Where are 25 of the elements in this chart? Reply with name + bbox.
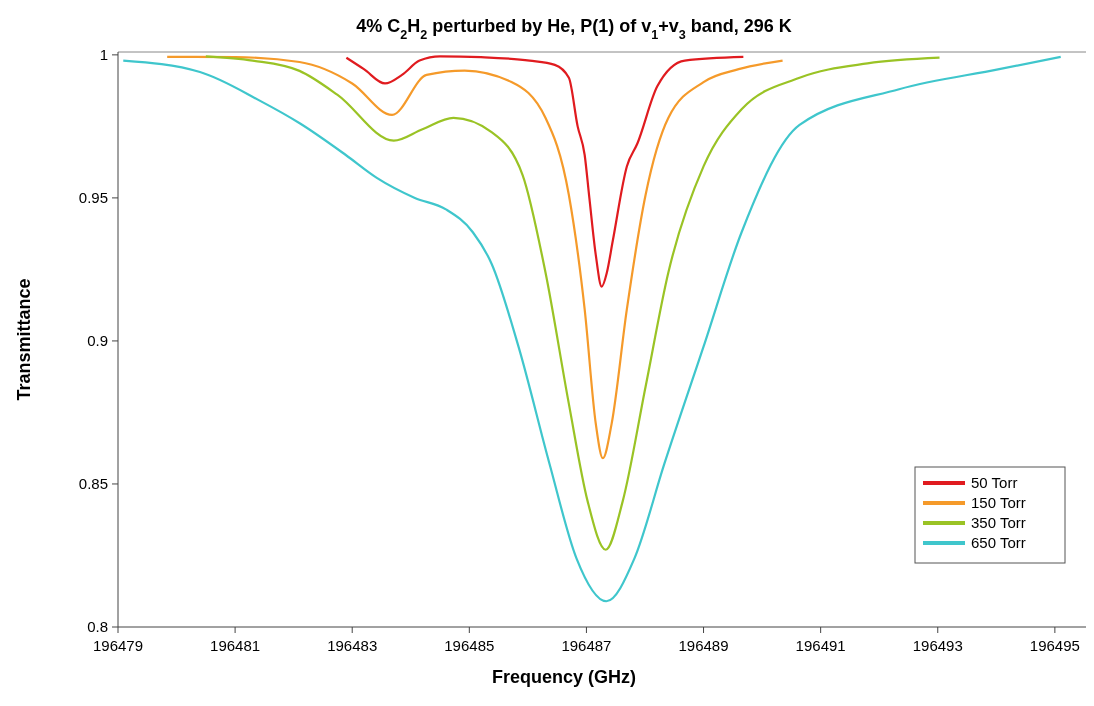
legend-label: 50 Torr: [971, 474, 1018, 492]
y-tick-label: 0.9: [87, 332, 108, 350]
x-tick-label: 196479: [92, 637, 144, 654]
x-tick-label: 196481: [210, 637, 261, 654]
x-tick-label: 196487: [561, 637, 612, 654]
line-series: [166, 55, 784, 460]
y-tick-label: 0.8: [87, 618, 108, 636]
x-axis-title: Frequency (GHz): [491, 667, 637, 687]
line-series: [345, 55, 745, 288]
legend-label: 150 Torr: [971, 494, 1026, 512]
line-series: [122, 55, 1062, 603]
legend-label: 350 Torr: [971, 514, 1026, 532]
x-tick-label: 196489: [678, 637, 729, 654]
y-tick-label: 0.95: [78, 189, 108, 207]
y-tick-label: 0.85: [78, 475, 108, 493]
x-tick-label: 196495: [1029, 637, 1080, 654]
legend-label: 650 Torr: [971, 534, 1026, 552]
x-tick-label: 196485: [444, 637, 495, 654]
x-tick-label: 196491: [795, 637, 846, 654]
x-tick-label: 196493: [912, 637, 963, 654]
line-series: [204, 55, 941, 551]
y-tick-label: 1: [99, 46, 108, 64]
y-axis-title: Transmittance: [14, 278, 34, 401]
x-tick-label: 196483: [327, 637, 378, 654]
chart-title: 4% C$_{2}$H$_{2}$ perturbed by He, P(1) of v$_{1}$+v$_{3}$ band, 296 K: [356, 16, 792, 42]
